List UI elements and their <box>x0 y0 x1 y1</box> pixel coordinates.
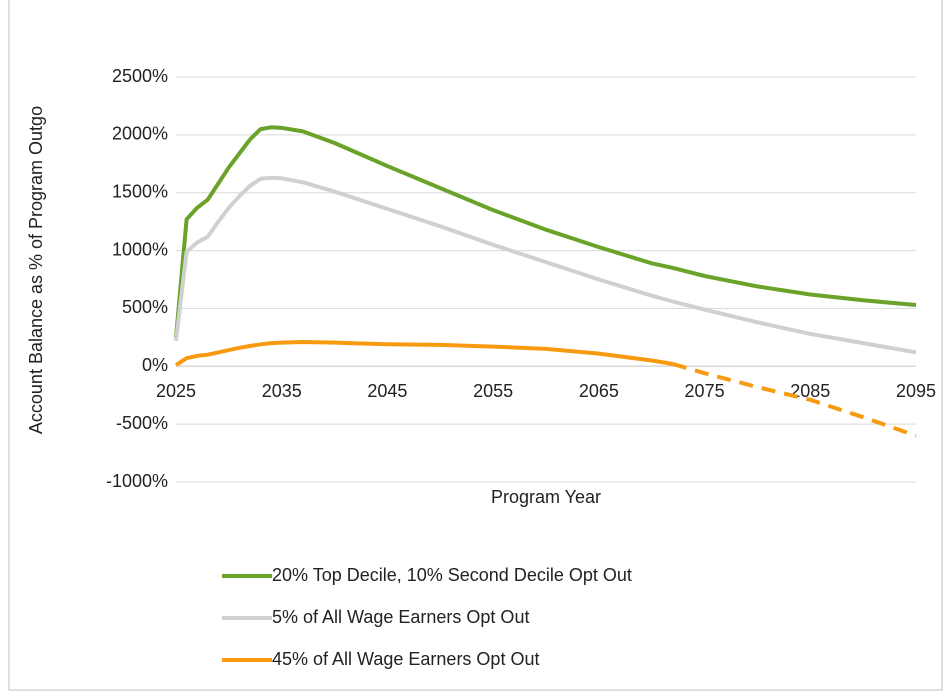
x-tick-label: 2045 <box>367 381 407 401</box>
x-tick-label: 2025 <box>156 381 196 401</box>
y-tick-label: 1000% <box>112 239 168 259</box>
y-tick-label: -500% <box>116 413 168 433</box>
y-tick-label: 1500% <box>112 181 168 201</box>
x-tick-label: 2065 <box>579 381 619 401</box>
y-axis-label: Account Balance as % of Program Outgo <box>26 106 46 434</box>
y-tick-label: 2000% <box>112 124 168 144</box>
x-axis-label: Program Year <box>491 487 601 507</box>
legend-label: 5% of All Wage Earners Opt Out <box>272 607 529 627</box>
x-tick-label: 2055 <box>473 381 513 401</box>
x-tick-label: 2085 <box>790 381 830 401</box>
series-line <box>174 125 917 338</box>
legend-label: 45% of All Wage Earners Opt Out <box>272 649 539 669</box>
series-line <box>174 340 674 367</box>
x-tick-label: 2075 <box>685 381 725 401</box>
x-tick-label: 2035 <box>262 381 302 401</box>
y-tick-label: 2500% <box>112 66 168 86</box>
y-tick-label: -1000% <box>106 471 168 491</box>
series-line <box>174 175 917 355</box>
chart-frame <box>8 0 943 691</box>
y-tick-label: 0% <box>142 355 168 375</box>
legend-label: 20% Top Decile, 10% Second Decile Opt Ou… <box>272 565 632 585</box>
y-tick-label: 500% <box>122 297 168 317</box>
x-tick-label: 2095 <box>896 381 936 401</box>
series-line <box>672 362 917 438</box>
